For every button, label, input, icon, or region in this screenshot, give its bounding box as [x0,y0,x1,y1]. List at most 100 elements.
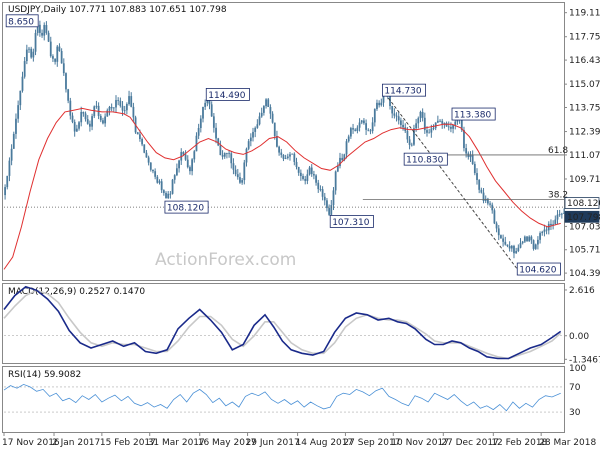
candle-body [308,167,311,175]
candle-body [393,113,396,116]
candle-body [489,203,491,205]
candle-body [36,24,39,33]
candle-body [302,176,304,179]
candle-body [34,32,37,52]
macd-line [3,285,562,360]
candle-body [223,153,226,157]
candle-body [232,163,235,170]
candle-body [197,128,200,136]
candle-body [162,190,165,193]
candle-body [178,160,180,169]
candle-body [473,163,476,174]
candle-body [30,48,33,58]
candle-body [397,116,400,121]
candle-body [95,105,98,107]
candle-body [125,104,128,111]
candle-body [358,122,361,128]
candle-body [58,46,61,51]
candle-body [321,189,324,197]
candle-body [543,229,546,232]
rsi-line [3,383,561,412]
candle-body [141,139,143,145]
candle-body [313,174,315,176]
candle-body [132,106,135,118]
price-layer: 61.8 38.2 8.650 114.490 114.730 113.380 110.83… [3,14,568,276]
candle-body [284,158,287,159]
price-tag-box [564,197,600,210]
candle-body [297,167,300,173]
x-axis-label: 14 Aug 2017 [296,438,354,448]
price-annotation-box [329,215,374,228]
candle-body [175,168,178,176]
candle-body [23,61,26,77]
price-annotation-label: 107.310 [332,218,369,228]
candle-body [408,139,411,145]
candle-body [560,213,563,215]
candle-body [169,193,172,195]
candle-body [486,198,489,204]
candle-body [367,129,370,131]
candle-body [343,154,346,160]
macd-panel-frame [2,283,565,364]
candle-body [43,25,46,36]
candle-body [215,127,217,139]
candle-body [38,24,41,33]
candle-body [282,154,285,159]
candle-body [554,219,557,225]
x-axis-label: 10 Nov 2017 [391,438,449,448]
candle-body [356,127,359,131]
candle-body [299,172,302,177]
rsi-axis-label: 100 [569,364,586,374]
candle-body [186,159,189,168]
candle-body [493,210,496,224]
candle-body [528,236,531,242]
macd-axis-label: 0.00 [569,332,589,342]
candle-body [104,116,107,124]
candle-body [10,148,13,161]
candle-body [454,121,457,125]
candle-body [62,63,65,74]
candle-body [160,181,163,191]
candle-body [121,105,124,111]
candle-body [534,244,537,249]
candle-body [267,99,270,108]
candle-body [452,124,454,129]
candle-body [199,118,202,129]
candle-body [154,171,157,177]
candle-body [347,136,350,142]
candle-body [19,90,22,106]
candle-body [15,118,17,134]
candle-body [526,236,528,242]
price-axis-label: 115.070 [569,80,600,90]
candle-body [432,128,435,129]
candle-body [21,76,24,91]
candle-body [217,138,220,146]
candle-body [271,113,274,123]
candle-body [136,132,139,135]
candle-body [262,106,265,113]
x-axis-label: 28 Mar 2018 [539,438,596,448]
x-axis-label: 2 Jan 2017 [52,438,100,448]
candle-body [315,175,317,183]
macd-axis-label: 2.616 [569,286,595,296]
price-annotation-label: 114.730 [384,87,421,97]
candle-body [515,250,518,254]
candle-body [8,160,11,176]
candle-body [328,208,331,215]
candle-body [563,213,565,214]
candle-body [471,154,474,164]
candle-body [49,41,52,57]
candle-body [184,154,187,160]
candle-body [334,171,337,191]
candle-body [149,162,152,170]
price-annotation-box [164,200,209,214]
candle-body [378,102,381,106]
candle-body [415,123,418,129]
candle-body [67,89,70,101]
candle-body [156,176,159,183]
price-axis-label: 111.070 [569,151,600,161]
candle-body [112,107,115,109]
candle-body [117,100,120,101]
